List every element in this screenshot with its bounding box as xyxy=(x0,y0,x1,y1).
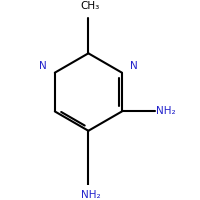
Text: N: N xyxy=(130,61,138,71)
Text: N: N xyxy=(39,61,47,71)
Text: NH₂: NH₂ xyxy=(81,190,100,200)
Text: NH₂: NH₂ xyxy=(156,106,175,116)
Text: CH₃: CH₃ xyxy=(81,1,100,11)
